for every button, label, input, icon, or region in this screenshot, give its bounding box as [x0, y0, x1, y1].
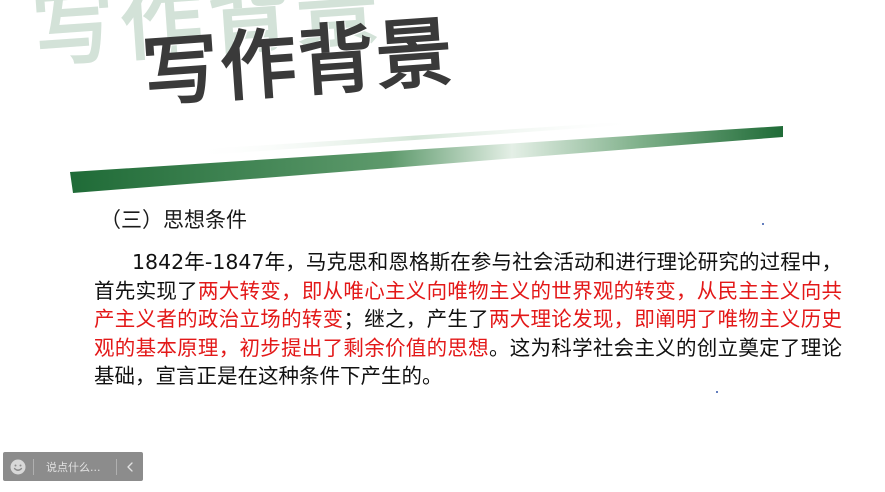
- text-segment: ；继之，产生了: [343, 307, 489, 331]
- text-segment: 。这为科学社会主义的创立奠定了理论基础，宣言正是在这种条件下产生的。: [94, 335, 843, 389]
- slide-title: 写作背景: [139, 7, 457, 118]
- stray-dot: [762, 223, 764, 225]
- smiley-icon: [10, 459, 26, 474]
- section-heading: （三）思想条件: [100, 208, 247, 232]
- divider: [33, 458, 34, 475]
- text-segment: 1842年-1847年，马克思和恩格斯在参与社会活动和进行理论研究的过程中，首先…: [94, 250, 842, 303]
- chevron-left-icon: [127, 461, 133, 472]
- comment-input[interactable]: 说点什么...: [46, 460, 101, 474]
- stray-dot: [716, 391, 718, 393]
- comment-bar: 说点什么...: [3, 452, 143, 481]
- divider: [116, 458, 117, 475]
- highlighted-text-segment: 两大转变，即从唯心主义向唯物主义的世界观的转变，从民主主义向共产主义者的政治立场…: [94, 278, 843, 332]
- highlighted-text-segment: 两大理论发现，即阐明了唯物主义历史观的基本原理，初步提出了剩余价值的思想: [94, 307, 843, 360]
- body-paragraph: 1842年-1847年，马克思和恩格斯在参与社会活动和进行理论研究的过程中，首先…: [94, 248, 842, 391]
- collapse-button[interactable]: [117, 452, 143, 481]
- emoji-button[interactable]: [3, 452, 33, 481]
